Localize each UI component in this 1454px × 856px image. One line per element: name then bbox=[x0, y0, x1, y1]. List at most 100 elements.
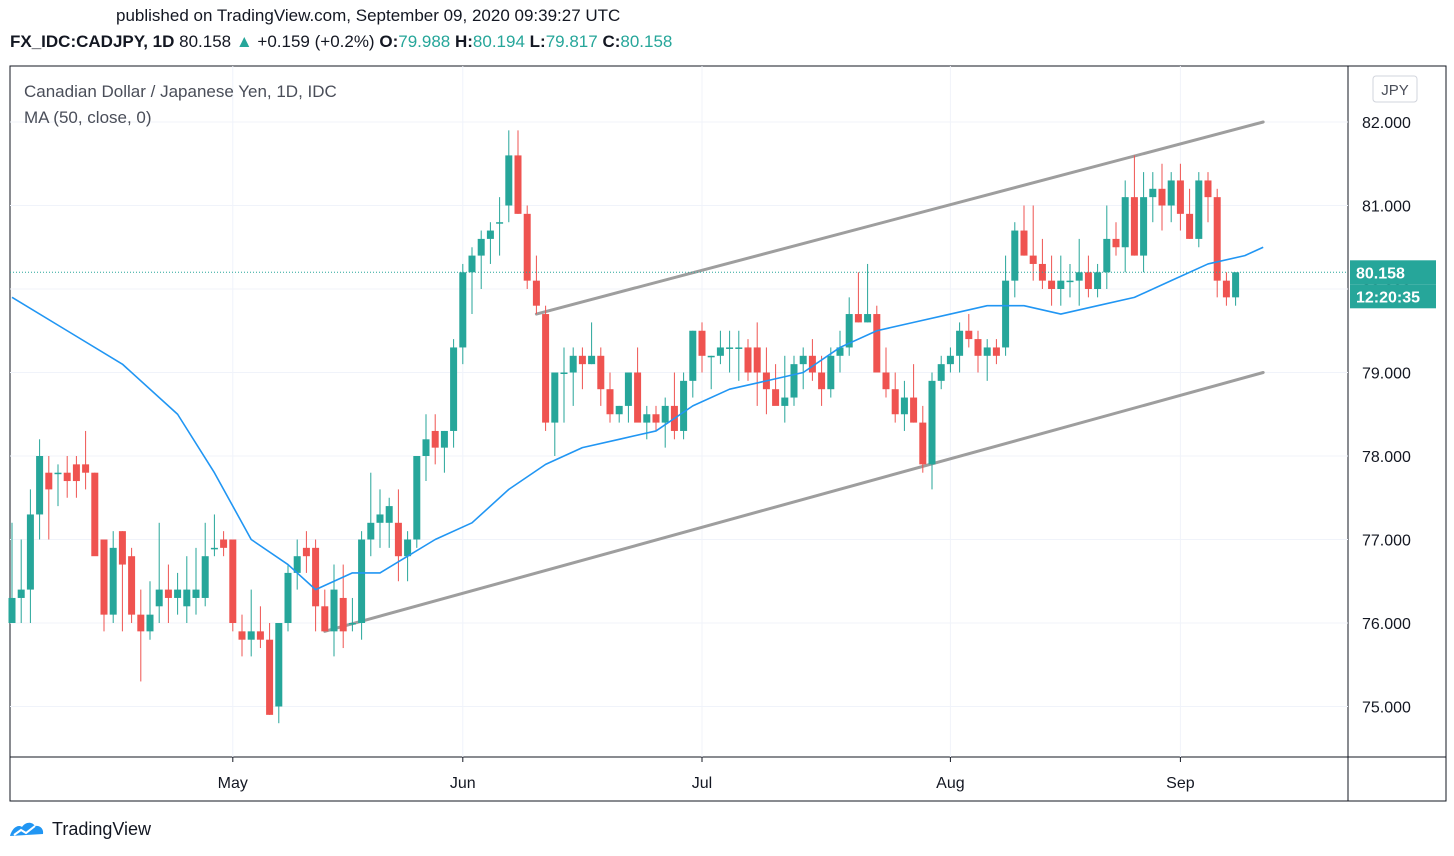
candle-up bbox=[505, 130, 513, 223]
candle-up bbox=[201, 522, 209, 607]
candle-body bbox=[854, 314, 862, 323]
candle-down bbox=[45, 456, 53, 540]
candle-body bbox=[799, 355, 807, 365]
candle-body bbox=[201, 556, 209, 598]
candle-up bbox=[450, 339, 458, 448]
candle-down bbox=[1186, 188, 1194, 239]
candle-up bbox=[210, 514, 218, 557]
candle-down bbox=[772, 364, 780, 406]
candle-up bbox=[385, 497, 393, 548]
candle-down bbox=[891, 372, 899, 423]
candle-down bbox=[394, 489, 402, 582]
candle-body bbox=[302, 547, 310, 557]
price-tick-label: 76.000 bbox=[1362, 616, 1411, 633]
candle-up bbox=[17, 539, 25, 623]
candle-body bbox=[8, 597, 16, 623]
candle-down bbox=[634, 347, 642, 423]
chart-frame bbox=[9, 65, 1447, 802]
candle-down bbox=[266, 623, 274, 715]
candle-body bbox=[266, 639, 274, 715]
candle-body bbox=[72, 464, 80, 482]
candle-body bbox=[118, 531, 126, 565]
candle-down bbox=[91, 472, 99, 557]
candle-body bbox=[744, 347, 752, 373]
open-label: O: bbox=[379, 32, 399, 51]
candle-body bbox=[376, 514, 384, 523]
candle-body bbox=[348, 623, 356, 625]
candle-body bbox=[1084, 272, 1092, 289]
candle-down bbox=[1213, 188, 1221, 298]
candle-body bbox=[910, 397, 918, 423]
candle-down bbox=[882, 347, 890, 398]
tradingview-brand[interactable]: TradingView bbox=[8, 818, 151, 840]
candle-up bbox=[468, 247, 476, 315]
low-value: 79.817 bbox=[545, 32, 598, 51]
currency-badge[interactable]: JPY bbox=[1372, 75, 1418, 103]
candle-body bbox=[1048, 280, 1056, 289]
candle-body bbox=[1112, 238, 1120, 248]
candle-up bbox=[459, 263, 467, 365]
candle-body bbox=[1094, 272, 1102, 289]
candle-up bbox=[348, 597, 356, 632]
candle-body bbox=[551, 372, 559, 423]
candle-body bbox=[321, 606, 329, 632]
candle-body bbox=[1204, 180, 1212, 198]
candle-body bbox=[496, 222, 504, 224]
candle-down bbox=[137, 589, 145, 682]
published-line: published on TradingView.com, September … bbox=[116, 6, 621, 25]
countdown-text: 12:20:35 bbox=[1356, 289, 1420, 306]
time-axis-labels: May Jun Jul Aug Sep bbox=[218, 757, 1195, 792]
candle-up bbox=[275, 623, 283, 724]
candle-body bbox=[735, 347, 743, 349]
candle-body bbox=[946, 355, 954, 365]
candle-body bbox=[1158, 188, 1166, 206]
candle-body bbox=[82, 464, 90, 473]
candle-down bbox=[965, 314, 973, 348]
candle-up bbox=[1057, 255, 1065, 306]
candle-body bbox=[845, 314, 853, 348]
candle-body bbox=[836, 347, 844, 356]
candle-body bbox=[707, 355, 715, 358]
candle-body bbox=[100, 539, 108, 615]
candle-body bbox=[210, 547, 218, 550]
candle-body bbox=[192, 589, 200, 598]
candle-up bbox=[983, 339, 991, 381]
candle-body bbox=[440, 430, 448, 448]
candle-up bbox=[781, 355, 789, 423]
time-tick-label: Jul bbox=[692, 775, 712, 792]
candle-body bbox=[965, 330, 973, 340]
price-change: +0.159 (+0.2%) bbox=[257, 32, 375, 51]
legend-title: Canadian Dollar / Japanese Yen, 1D, IDC bbox=[24, 82, 337, 101]
candle-body bbox=[339, 597, 347, 632]
price-tick-label: 77.000 bbox=[1362, 533, 1411, 550]
candle-up bbox=[799, 347, 807, 390]
candle-down bbox=[312, 539, 320, 632]
candle-down bbox=[256, 606, 264, 649]
candle-body bbox=[514, 155, 522, 214]
candle-body bbox=[1011, 230, 1019, 281]
candle-body bbox=[1167, 180, 1175, 206]
candle-down bbox=[118, 531, 126, 632]
candle-up bbox=[413, 456, 421, 548]
candle-body bbox=[394, 522, 402, 557]
candle-up bbox=[1011, 222, 1019, 298]
candle-up bbox=[1075, 238, 1083, 306]
candle-up bbox=[845, 297, 853, 356]
candle-body bbox=[928, 380, 936, 465]
candle-body bbox=[1029, 255, 1037, 264]
candle-body bbox=[63, 472, 71, 482]
candle-body bbox=[1103, 238, 1111, 273]
candle-body bbox=[882, 372, 890, 390]
candle-body bbox=[661, 405, 669, 423]
candle-body bbox=[891, 389, 899, 415]
candle-down bbox=[1029, 205, 1037, 281]
candle-body bbox=[275, 623, 283, 707]
candle-body bbox=[680, 380, 688, 431]
candle-body bbox=[422, 439, 430, 456]
candle-up bbox=[937, 355, 945, 390]
candle-body bbox=[919, 422, 927, 465]
candle-down bbox=[974, 330, 982, 373]
candle-up bbox=[726, 330, 734, 373]
candle-body bbox=[312, 547, 320, 607]
